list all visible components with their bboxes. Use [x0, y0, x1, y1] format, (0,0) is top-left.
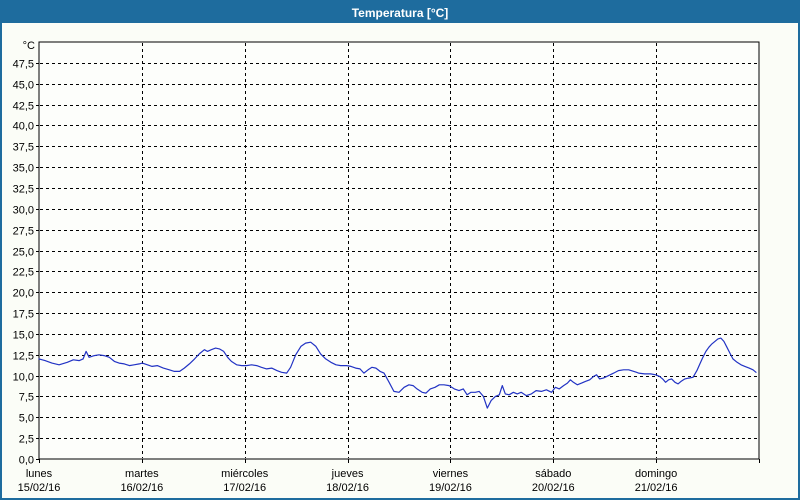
plot-border — [38, 41, 760, 460]
svg-text:45,0: 45,0 — [13, 80, 34, 92]
svg-text:domingo: domingo — [635, 468, 677, 480]
svg-text:15,0: 15,0 — [13, 330, 34, 342]
svg-text:25,0: 25,0 — [13, 247, 34, 259]
chart-title: Temperatura [°C] — [351, 5, 449, 20]
svg-text:7,5: 7,5 — [19, 392, 34, 404]
svg-text:22,5: 22,5 — [13, 267, 34, 279]
svg-text:17/02/16: 17/02/16 — [223, 482, 266, 494]
svg-text:sábado: sábado — [535, 468, 571, 480]
svg-text:27,5: 27,5 — [13, 226, 34, 238]
title-bar: Temperatura [°C] — [2, 2, 798, 23]
svg-text:lunes: lunes — [26, 468, 53, 480]
chart-canvas: 47,5 45,0 42,5 40,0 37,5 35,0 32,5 30,0 27,5 25,0… — [13, 40, 760, 494]
svg-text:0,0: 0,0 — [19, 455, 34, 467]
temperature-line — [38, 337, 757, 409]
chart-region: 47,5 45,0 42,5 40,0 37,5 35,0 32,5 30,0 27,5 25,0… — [2, 23, 798, 498]
svg-text:30,0: 30,0 — [13, 205, 34, 217]
svg-text:19/02/16: 19/02/16 — [429, 482, 472, 494]
svg-text:12,5: 12,5 — [13, 351, 34, 363]
svg-text:15/02/16: 15/02/16 — [18, 482, 61, 494]
svg-text:18/02/16: 18/02/16 — [326, 482, 369, 494]
svg-text:37,5: 37,5 — [13, 142, 34, 154]
x-gridlines — [39, 43, 760, 463]
svg-text:40,0: 40,0 — [13, 121, 34, 133]
svg-text:47,5: 47,5 — [13, 59, 34, 71]
svg-text:21/02/16: 21/02/16 — [635, 482, 678, 494]
svg-text:42,5: 42,5 — [13, 101, 34, 113]
svg-text:martes: martes — [125, 468, 159, 480]
svg-text:16/02/16: 16/02/16 — [120, 482, 163, 494]
y-gridlines — [36, 63, 758, 460]
svg-text:32,5: 32,5 — [13, 184, 34, 196]
svg-text:jueves: jueves — [331, 468, 364, 480]
svg-text:20/02/16: 20/02/16 — [532, 482, 575, 494]
svg-text:35,0: 35,0 — [13, 163, 34, 175]
svg-text:miércoles: miércoles — [221, 468, 269, 480]
svg-text:5,0: 5,0 — [19, 413, 34, 425]
y-unit-label: °C — [23, 40, 35, 52]
svg-text:viernes: viernes — [433, 468, 469, 480]
svg-text:20,0: 20,0 — [13, 288, 34, 300]
svg-text:2,5: 2,5 — [19, 434, 34, 446]
x-axis-labels: lunes 15/02/16 martes 16/02/16 miércoles 17/0… — [18, 468, 678, 494]
svg-text:10,0: 10,0 — [13, 372, 34, 384]
y-axis-labels: 47,5 45,0 42,5 40,0 37,5 35,0 32,5 30,0 27,5 25,0… — [13, 59, 34, 467]
svg-text:17,5: 17,5 — [13, 309, 34, 321]
